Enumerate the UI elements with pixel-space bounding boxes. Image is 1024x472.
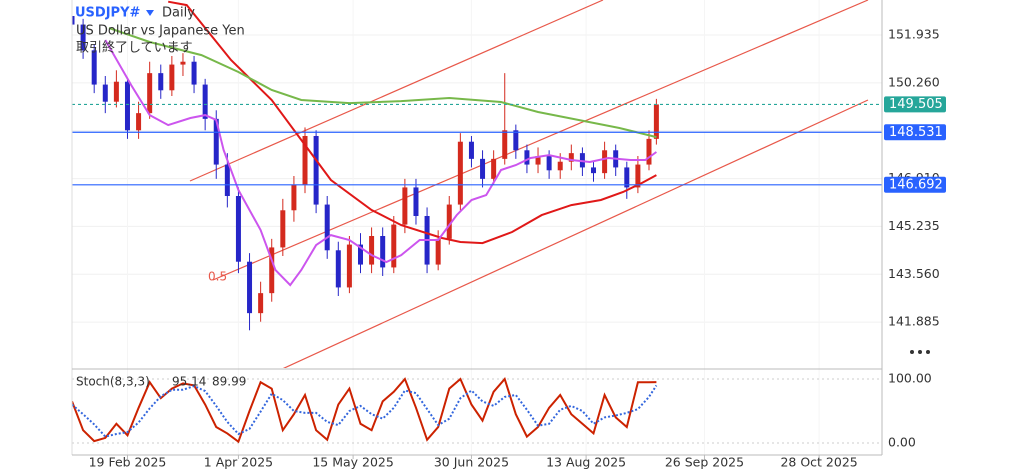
series-line: [108, 27, 657, 139]
candle-body: [491, 158, 497, 179]
y-tick-label: 151.935: [888, 27, 940, 42]
price-label-box: [884, 124, 946, 141]
y-tick-label: 150.260: [888, 74, 940, 89]
candle-body: [113, 81, 119, 102]
candle-body: [313, 136, 319, 205]
grid: [72, 0, 882, 455]
candle-body: [147, 73, 153, 114]
x-tick-label: 28 Oct 2025: [780, 455, 857, 470]
candle-body: [280, 210, 286, 248]
series-line: [72, 384, 658, 438]
subtitle: US Dollar vs Japanese Yen: [76, 24, 245, 39]
axes: 141.885143.560145.235146.910148.585150.2…: [89, 27, 946, 470]
indicator-value: 95.14: [172, 375, 206, 389]
price-label: 148.531: [889, 125, 943, 140]
candle-body: [591, 167, 597, 174]
candle-body: [624, 167, 630, 188]
candle-body: [513, 130, 519, 151]
candle-body: [568, 153, 574, 162]
price-label: 149.505: [889, 97, 943, 112]
candle-body: [468, 141, 474, 159]
price-plot: [72, 0, 882, 331]
candle-body: [546, 156, 552, 171]
candle-body: [258, 293, 264, 314]
indicator-title: Stoch(8,3,3): [76, 375, 150, 389]
candle-body: [602, 150, 608, 174]
channel-line: [282, 99, 869, 368]
candle-body: [324, 204, 330, 251]
channel-line: [212, 0, 869, 281]
candle-body: [502, 130, 508, 159]
candle-body: [124, 81, 130, 131]
dot: [926, 350, 930, 354]
candle-body: [457, 141, 463, 205]
candle-body: [380, 236, 386, 268]
candle-body: [213, 118, 219, 165]
x-tick-label: 1 Apr 2025: [204, 455, 273, 470]
candle-body: [346, 244, 352, 288]
candle-body: [369, 236, 375, 265]
x-tick-label: 19 Feb 2025: [89, 455, 167, 470]
candle-body: [269, 247, 275, 294]
candle-body: [646, 138, 652, 165]
candle-body: [413, 187, 419, 216]
candle-body: [169, 64, 175, 91]
dot: [918, 350, 922, 354]
status: 取引終了しています: [76, 40, 193, 56]
channel-label: 0.5: [208, 270, 227, 284]
candle-body: [291, 184, 297, 211]
x-tick-label: 13 Aug 2025: [546, 455, 626, 470]
candle-body: [402, 187, 408, 225]
candle-body: [480, 158, 486, 179]
candle-body: [102, 84, 108, 102]
candle-body: [557, 161, 563, 171]
series-line: [168, 0, 657, 245]
candle-body: [335, 250, 341, 288]
trend-channel: [189, 0, 869, 368]
y-tick-label: 143.560: [888, 266, 940, 281]
candle-body: [202, 84, 208, 119]
candle-body: [91, 50, 97, 85]
candle-body: [435, 238, 441, 265]
channel-line: [189, 0, 604, 182]
candle-body: [653, 104, 659, 139]
price-label-box: [884, 176, 946, 193]
candle-body: [247, 261, 253, 314]
candle-body: [180, 61, 186, 65]
y-tick-label: 100.00: [888, 370, 932, 385]
price-label: 146.692: [889, 177, 943, 192]
x-tick-label: 15 May 2025: [312, 455, 394, 470]
candle-body: [224, 164, 230, 196]
dot: [910, 350, 914, 354]
x-tick-label: 26 Sep 2025: [665, 455, 744, 470]
candle-body: [158, 73, 164, 91]
candle-body: [72, 16, 75, 25]
candle-body: [302, 136, 308, 185]
candle-body: [524, 150, 530, 165]
dropdown-icon[interactable]: [146, 10, 154, 16]
more-button[interactable]: [910, 350, 930, 354]
candle-body: [357, 244, 363, 265]
candle-body: [635, 164, 641, 188]
y-tick-label: 0.00: [888, 434, 916, 449]
candle-body: [80, 24, 86, 51]
candle-body: [136, 113, 142, 131]
stoch-plot: [72, 376, 658, 444]
candle-body: [391, 224, 397, 268]
series-line: [104, 39, 657, 287]
candle-body: [446, 204, 452, 239]
symbol[interactable]: USDJPY#: [75, 6, 140, 21]
y-tick-label: 141.885: [888, 314, 940, 329]
timeframe: Daily: [162, 6, 195, 21]
candle-body: [535, 156, 541, 165]
candle-body: [191, 61, 197, 85]
y-tick-label: 145.235: [888, 218, 940, 233]
x-tick-label: 30 Jun 2025: [434, 455, 509, 470]
candle-body: [235, 196, 241, 262]
price-label-box: [884, 96, 946, 113]
indicator-value: 89.99: [212, 375, 246, 389]
